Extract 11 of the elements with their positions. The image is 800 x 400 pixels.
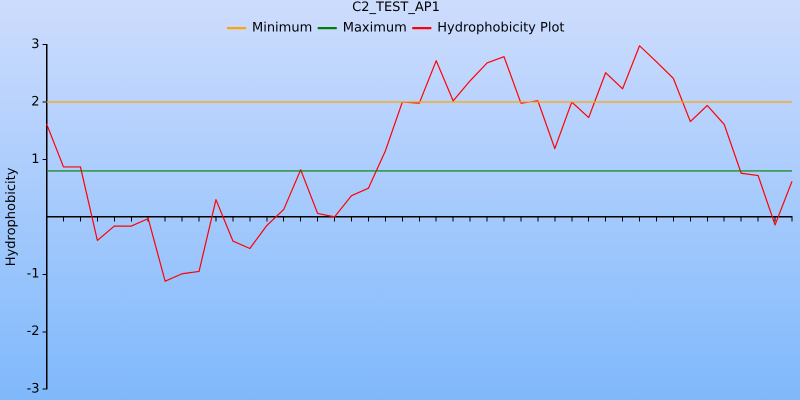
legend-label: Maximum xyxy=(342,20,407,36)
legend-label: Minimum xyxy=(252,20,312,36)
y-tick-label: -3 xyxy=(26,382,40,397)
y-tick-label: 3 xyxy=(31,36,40,52)
legend-label: Hydrophobicity Plot xyxy=(437,20,565,36)
y-tick-label: -1 xyxy=(26,266,40,282)
chart-title: C2_TEST_AP1 xyxy=(352,0,440,16)
y-tick-label: 2 xyxy=(31,94,40,110)
y-tick-label: 1 xyxy=(31,152,40,167)
y-tick-label: -2 xyxy=(26,324,40,340)
y-axis-title: Hydrophobicity xyxy=(4,167,20,266)
